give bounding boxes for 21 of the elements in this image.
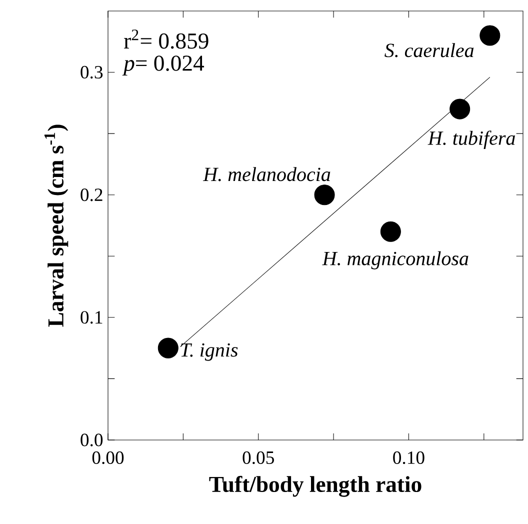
y-tick-label: 0.0 [80,434,103,446]
point [158,338,178,358]
x-tick-label: 0.00 [92,451,124,464]
x-axis-title: Tuft/body length ratio [209,476,422,497]
y-axis-title: Larval speed (cm s$^{-1}$) [44,124,68,327]
point [314,184,335,206]
annotation: H. tubifera [428,130,515,149]
point [480,25,500,46]
y-tick-label: 0.3 [80,66,103,79]
annotation: H. melanodocia [202,167,330,182]
x-tick-label: 0.10 [393,451,424,464]
y-tick-label: 0.2 [80,188,102,202]
annotation: S. caerulea [384,43,474,58]
annotation: r$^{2}$= 0.859 [124,30,208,49]
point [380,221,401,242]
annotation: p= 0.024 [122,56,204,76]
annotation: T. ignis [181,343,238,361]
annotation: H. magniconulosa [322,251,468,270]
point [450,98,470,120]
y-tick-label: 0.1 [80,311,102,324]
x-tick-label: 0.05 [242,451,274,464]
